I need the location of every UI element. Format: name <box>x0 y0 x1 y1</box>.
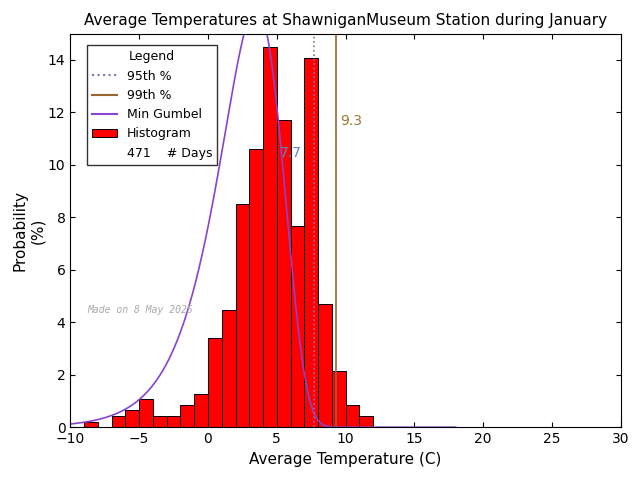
Bar <box>332 372 346 427</box>
Bar <box>236 204 250 427</box>
Bar <box>166 416 180 427</box>
Text: Made on 8 May 2025: Made on 8 May 2025 <box>87 305 193 315</box>
Bar <box>112 416 125 427</box>
Y-axis label: Probability
(%): Probability (%) <box>13 190 45 271</box>
Title: Average Temperatures at ShawniganMuseum Station during January: Average Temperatures at ShawniganMuseum … <box>84 13 607 28</box>
Bar <box>222 310 236 427</box>
Bar <box>305 58 318 427</box>
X-axis label: Average Temperature (C): Average Temperature (C) <box>250 452 442 467</box>
Bar <box>277 120 291 427</box>
Bar <box>208 338 222 427</box>
Bar <box>140 399 153 427</box>
Bar <box>153 416 166 427</box>
Bar <box>195 394 208 427</box>
Bar <box>291 226 305 427</box>
Bar <box>346 405 360 427</box>
Text: 7.7: 7.7 <box>280 146 301 160</box>
Bar <box>318 304 332 427</box>
Text: 9.3: 9.3 <box>340 114 362 129</box>
Bar <box>125 410 140 427</box>
Bar <box>263 47 277 427</box>
Bar <box>84 422 98 427</box>
Bar <box>180 405 195 427</box>
Bar <box>360 416 373 427</box>
Legend: 95th %, 99th %, Min Gumbel, Histogram, 471    # Days: 95th %, 99th %, Min Gumbel, Histogram, 4… <box>87 46 218 165</box>
Bar <box>250 148 263 427</box>
